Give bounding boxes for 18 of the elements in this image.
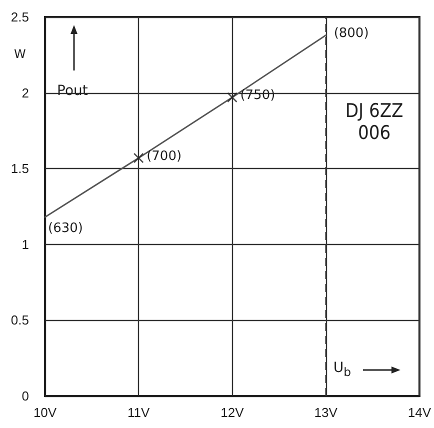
annotation: DJ 6ZZ 006 xyxy=(344,100,404,144)
line-series xyxy=(44,34,327,218)
y-tick-label: 1 xyxy=(22,236,29,252)
y-tick-label: 0.5 xyxy=(10,312,29,328)
x-tick-label: 12V xyxy=(220,405,244,420)
annotation: (630) xyxy=(48,221,83,236)
y-tick-label: 1.5 xyxy=(10,161,29,176)
x-tick-label: 10V xyxy=(33,405,57,420)
text: W xyxy=(14,47,26,62)
x-tick-label: 14V xyxy=(408,405,432,420)
x-tick-label: 13V xyxy=(314,405,338,420)
annotation: (700) xyxy=(146,148,182,164)
x-tick-label: 11V xyxy=(128,405,150,420)
x-axis-title: U$_{b}$ xyxy=(333,360,351,379)
y-tick-label: 2 xyxy=(22,85,29,100)
y-tick-label: 0 xyxy=(22,388,29,404)
y-tick-label: 2.5 xyxy=(10,10,29,24)
annotation: (800) xyxy=(334,26,369,42)
